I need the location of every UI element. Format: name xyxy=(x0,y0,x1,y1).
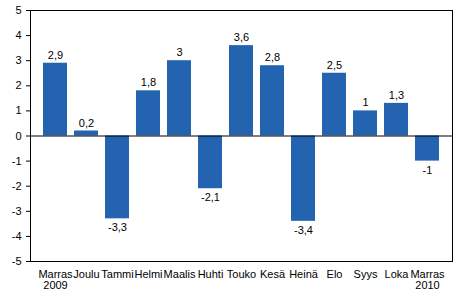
svg-text:Joulu: Joulu xyxy=(73,268,99,280)
svg-text:4: 4 xyxy=(15,29,21,41)
svg-text:Heinä: Heinä xyxy=(289,268,319,280)
svg-text:3,6: 3,6 xyxy=(234,31,249,43)
svg-text:-1: -1 xyxy=(423,164,433,176)
svg-text:1,3: 1,3 xyxy=(389,89,404,101)
svg-text:-3: -3 xyxy=(12,205,22,217)
svg-text:0: 0 xyxy=(15,130,21,142)
svg-text:1,8: 1,8 xyxy=(141,76,156,88)
svg-text:3: 3 xyxy=(176,46,182,58)
svg-text:Marras2010: Marras2010 xyxy=(410,268,445,291)
svg-text:5: 5 xyxy=(15,4,21,16)
svg-text:Huhti: Huhti xyxy=(198,268,224,280)
svg-text:Tammi: Tammi xyxy=(101,268,133,280)
svg-text:-2: -2 xyxy=(12,180,22,192)
svg-text:-5: -5 xyxy=(12,255,22,267)
svg-text:Elo: Elo xyxy=(327,268,343,280)
svg-text:1: 1 xyxy=(15,104,21,116)
svg-text:1: 1 xyxy=(362,96,368,108)
svg-text:2: 2 xyxy=(15,79,21,91)
svg-text:Marras2009: Marras2009 xyxy=(38,268,73,291)
svg-text:Maalis: Maalis xyxy=(164,268,196,280)
svg-text:Syys: Syys xyxy=(354,268,378,280)
svg-text:Touko: Touko xyxy=(227,268,256,280)
svg-text:Kesä: Kesä xyxy=(260,268,286,280)
svg-text:-2,1: -2,1 xyxy=(201,191,220,203)
svg-text:-3,4: -3,4 xyxy=(294,224,313,236)
svg-text:Loka: Loka xyxy=(385,268,410,280)
svg-text:0,2: 0,2 xyxy=(79,116,94,128)
svg-text:-1: -1 xyxy=(12,155,22,167)
svg-text:2,8: 2,8 xyxy=(265,51,280,63)
svg-text:-4: -4 xyxy=(12,230,22,242)
svg-text:-3,3: -3,3 xyxy=(108,221,127,233)
svg-text:2,9: 2,9 xyxy=(48,49,63,61)
svg-text:2,5: 2,5 xyxy=(327,59,342,71)
svg-text:Helmi: Helmi xyxy=(134,268,162,280)
svg-text:3: 3 xyxy=(15,54,21,66)
